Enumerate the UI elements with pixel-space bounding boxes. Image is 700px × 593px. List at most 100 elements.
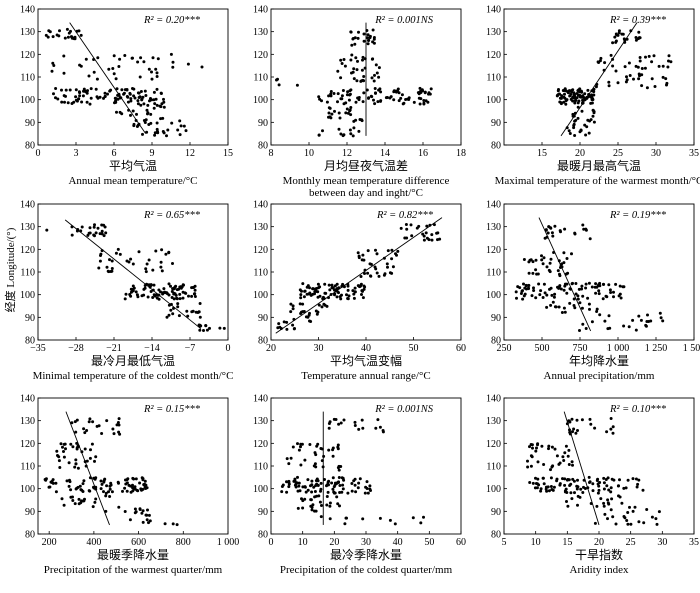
x-tick-label: 0 xyxy=(36,148,41,159)
data-point xyxy=(570,282,574,286)
data-point xyxy=(102,490,105,494)
data-point xyxy=(165,134,168,138)
data-point xyxy=(599,56,603,60)
data-point xyxy=(136,60,140,64)
data-point xyxy=(591,489,595,493)
data-point xyxy=(576,478,579,482)
trend-line xyxy=(275,217,443,334)
data-point xyxy=(134,290,138,294)
data-point xyxy=(358,285,361,289)
data-point xyxy=(577,287,581,291)
data-point xyxy=(597,283,601,287)
data-point xyxy=(108,258,111,262)
data-point xyxy=(597,289,601,293)
data-point xyxy=(372,98,375,102)
data-point xyxy=(397,91,401,95)
data-point xyxy=(328,501,332,505)
data-point xyxy=(153,133,157,137)
data-point xyxy=(619,296,623,300)
data-point xyxy=(287,480,291,484)
data-point xyxy=(564,444,568,448)
data-point xyxy=(550,445,554,449)
data-point xyxy=(313,290,317,293)
data-point xyxy=(626,511,630,514)
data-point xyxy=(429,87,433,91)
data-point xyxy=(614,39,618,43)
data-point xyxy=(598,481,602,484)
data-point xyxy=(316,442,320,446)
x-axis-label-en: Precipitation of the warmest quarter/mm xyxy=(44,564,223,576)
data-point xyxy=(89,96,93,100)
data-point xyxy=(64,447,67,451)
data-point xyxy=(422,515,425,519)
data-point xyxy=(319,447,323,450)
x-tick-label: 30 xyxy=(657,537,667,548)
data-point xyxy=(312,464,316,468)
data-point xyxy=(410,234,414,238)
x-axis-label-cn: 年均降水量 xyxy=(569,354,629,368)
data-point xyxy=(602,476,606,480)
data-point xyxy=(589,422,593,426)
y-tick-label: 140 xyxy=(253,394,268,405)
data-point xyxy=(350,482,354,485)
data-point xyxy=(653,85,657,88)
data-point xyxy=(341,483,345,487)
data-point xyxy=(562,95,566,99)
data-point xyxy=(592,93,596,97)
data-point xyxy=(82,499,86,503)
y-tick-label: 90 xyxy=(491,507,501,518)
data-point xyxy=(659,316,663,320)
data-point xyxy=(175,523,179,527)
data-point xyxy=(320,504,323,507)
data-point xyxy=(661,75,665,79)
data-point xyxy=(587,281,591,285)
data-point xyxy=(392,90,396,94)
data-point xyxy=(536,443,539,447)
data-point xyxy=(336,69,340,73)
data-point xyxy=(345,107,349,111)
data-point xyxy=(328,106,332,110)
data-point xyxy=(111,67,115,70)
data-point xyxy=(198,302,202,305)
data-point xyxy=(521,297,525,301)
data-point xyxy=(181,283,185,287)
data-point xyxy=(549,468,552,472)
data-point xyxy=(152,98,156,102)
data-point xyxy=(539,487,543,491)
data-point xyxy=(377,75,381,79)
data-point xyxy=(171,522,175,526)
data-point xyxy=(542,256,546,260)
data-point xyxy=(349,30,353,34)
x-tick-label: 18 xyxy=(456,148,466,159)
data-point xyxy=(137,96,141,99)
data-point xyxy=(153,294,157,298)
data-point xyxy=(106,92,109,96)
data-point xyxy=(556,269,560,273)
data-point xyxy=(87,420,91,424)
data-point xyxy=(526,465,530,469)
x-axis-label-en: Precipitation of the coldest quarter/mm xyxy=(280,564,453,576)
x-tick-label: 1 000 xyxy=(217,537,240,548)
data-point xyxy=(64,94,67,98)
data-point xyxy=(353,420,357,424)
data-point xyxy=(175,297,179,301)
data-point xyxy=(626,522,630,526)
data-point xyxy=(337,111,341,115)
data-point xyxy=(526,459,529,463)
x-tick-label: 600 xyxy=(131,537,146,548)
y-tick-label: 140 xyxy=(486,200,501,211)
data-point xyxy=(74,487,78,491)
data-point xyxy=(637,77,641,81)
data-point xyxy=(362,75,366,78)
data-point xyxy=(368,34,372,38)
data-point xyxy=(304,315,308,319)
data-point xyxy=(587,302,591,306)
data-point xyxy=(103,477,107,481)
data-point xyxy=(581,294,585,298)
data-point xyxy=(285,327,289,331)
data-point xyxy=(150,77,154,81)
data-point xyxy=(544,228,548,232)
data-point xyxy=(571,430,574,434)
data-point xyxy=(562,288,566,292)
data-point xyxy=(381,430,385,434)
